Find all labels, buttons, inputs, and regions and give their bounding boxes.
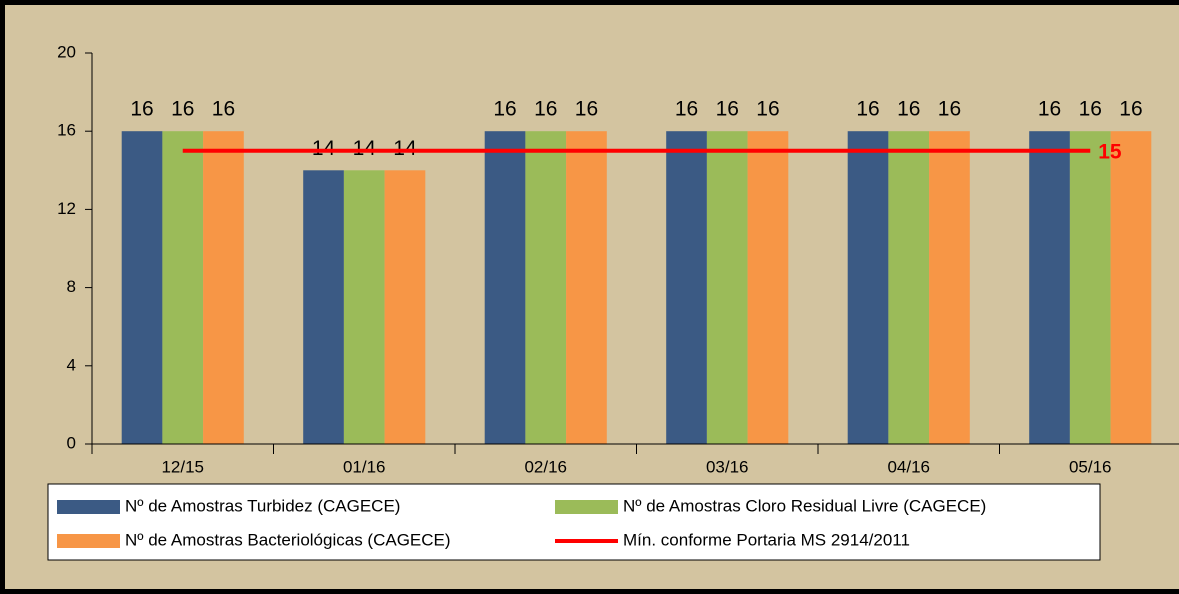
data-label: 14 bbox=[312, 137, 336, 160]
data-label: 16 bbox=[1119, 98, 1142, 121]
data-label: 16 bbox=[130, 98, 153, 121]
bar bbox=[1069, 131, 1111, 444]
x-tick-label: 01/16 bbox=[343, 457, 386, 476]
bar bbox=[847, 131, 889, 444]
bar bbox=[162, 131, 204, 444]
legend-label: Nº de Amostras Bacteriológicas (CAGECE) bbox=[125, 530, 451, 549]
data-label: 16 bbox=[575, 98, 598, 121]
x-tick-label: 02/16 bbox=[524, 457, 567, 476]
bar bbox=[666, 131, 707, 444]
bar bbox=[566, 131, 607, 444]
bar bbox=[1110, 131, 1152, 444]
bar bbox=[121, 131, 163, 444]
y-tick-label: 8 bbox=[67, 277, 76, 296]
bar bbox=[747, 131, 789, 444]
x-tick-label: 05/16 bbox=[1069, 457, 1112, 476]
bar bbox=[203, 131, 244, 444]
legend-label: Mín. conforme Portaria MS 2914/2011 bbox=[623, 530, 910, 549]
y-tick-label: 4 bbox=[67, 355, 76, 374]
legend-swatch bbox=[57, 500, 120, 514]
data-label: 14 bbox=[393, 137, 417, 160]
legend-label: Nº de Amostras Cloro Residual Livre (CAG… bbox=[623, 496, 986, 515]
y-tick-label: 0 bbox=[67, 433, 76, 452]
legend-swatch bbox=[57, 534, 120, 548]
data-label: 16 bbox=[1079, 98, 1102, 121]
bar bbox=[706, 131, 748, 444]
bar bbox=[1029, 131, 1070, 444]
x-tick-label: 03/16 bbox=[706, 457, 749, 476]
bar bbox=[303, 170, 344, 445]
data-label: 16 bbox=[1038, 98, 1061, 121]
data-label: 16 bbox=[212, 98, 235, 121]
y-tick-label: 20 bbox=[57, 42, 76, 61]
data-label: 16 bbox=[756, 98, 779, 121]
data-label: 16 bbox=[675, 98, 698, 121]
bar bbox=[484, 131, 526, 444]
bar bbox=[929, 131, 970, 444]
bar bbox=[343, 170, 385, 445]
data-label: 14 bbox=[353, 137, 377, 160]
legend-label: Nº de Amostras Turbidez (CAGECE) bbox=[125, 496, 400, 515]
y-tick-label: 16 bbox=[57, 121, 76, 140]
data-label: 16 bbox=[534, 98, 557, 121]
y-tick-label: 12 bbox=[57, 199, 76, 218]
data-label: 16 bbox=[171, 98, 194, 121]
data-label: 16 bbox=[716, 98, 739, 121]
x-tick-label: 12/15 bbox=[161, 457, 204, 476]
legend bbox=[47, 483, 1101, 561]
bar bbox=[384, 170, 426, 445]
bar bbox=[525, 131, 567, 444]
data-label: 16 bbox=[897, 98, 920, 121]
legend-swatch bbox=[555, 500, 618, 514]
x-tick-label: 04/16 bbox=[887, 457, 930, 476]
bar bbox=[888, 131, 930, 444]
line-data-label: 15 bbox=[1098, 140, 1122, 163]
data-label: 16 bbox=[938, 98, 961, 121]
data-label: 16 bbox=[493, 98, 516, 121]
data-label: 16 bbox=[856, 98, 879, 121]
